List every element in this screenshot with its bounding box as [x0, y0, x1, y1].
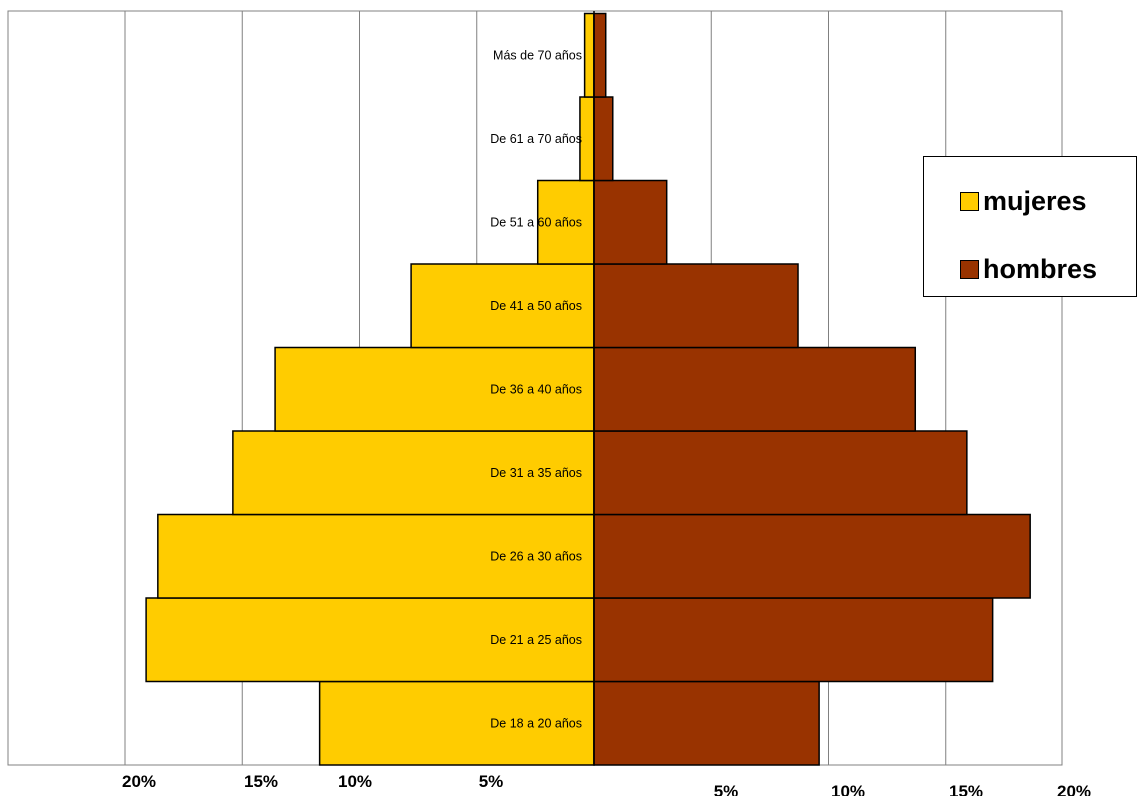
bar-mujeres: [232, 430, 595, 516]
x-tick-label: 15%: [949, 782, 983, 796]
category-labels: De 18 a 20 años De 21 a 25 años De 26 a 30…: [490, 48, 582, 730]
legend-item-hombres: hombres: [960, 254, 1097, 285]
bar-mujeres: [157, 513, 595, 599]
bar-hombres: [593, 430, 968, 516]
category-label: De 41 a 50 años: [490, 299, 582, 313]
x-tick-label: 5%: [479, 772, 504, 791]
legend: mujeres hombres: [923, 156, 1137, 297]
legend-swatch-hombres: [960, 260, 979, 279]
bar-hombres: [593, 96, 614, 182]
category-label: De 61 a 70 años: [490, 132, 582, 146]
category-label: De 51 a 60 años: [490, 215, 582, 229]
bar-mujeres: [579, 96, 595, 182]
bar-hombres: [593, 12, 607, 98]
x-tick-label: 15%: [244, 772, 278, 791]
bar-mujeres: [536, 179, 595, 265]
legend-label-mujeres: mujeres: [983, 186, 1087, 216]
x-tick-label: 5%: [714, 782, 739, 796]
legend-label-hombres: hombres: [983, 254, 1098, 284]
bar-hombres: [593, 513, 1031, 599]
bar-mujeres: [583, 12, 595, 98]
bar-hombres: [593, 263, 799, 349]
legend-item-mujeres: mujeres: [960, 186, 1087, 217]
bar-hombres: [593, 179, 668, 265]
x-tick-label: 10%: [338, 772, 372, 791]
category-label: De 31 a 35 años: [490, 466, 582, 480]
bar-mujeres: [145, 597, 595, 683]
x-tick-labels: 20% 15% 10% 5% 5% 10% 15% 20%: [122, 772, 1091, 796]
bar-hombres: [593, 597, 994, 683]
category-label: De 36 a 40 años: [490, 382, 582, 396]
x-tick-label: 10%: [831, 782, 865, 796]
bar-mujeres: [318, 680, 595, 766]
x-tick-label: 20%: [1057, 782, 1091, 796]
bar-mujeres: [410, 263, 595, 349]
bar-hombres: [593, 680, 820, 766]
legend-swatch-mujeres: [960, 192, 979, 211]
bars: [145, 11, 1031, 766]
bar-hombres: [593, 346, 917, 432]
category-label: De 26 a 30 años: [490, 549, 582, 563]
category-label: De 18 a 20 años: [490, 716, 582, 730]
x-tick-label: 20%: [122, 772, 156, 791]
category-label: De 21 a 25 años: [490, 633, 582, 647]
category-label: Más de 70 años: [493, 48, 582, 62]
